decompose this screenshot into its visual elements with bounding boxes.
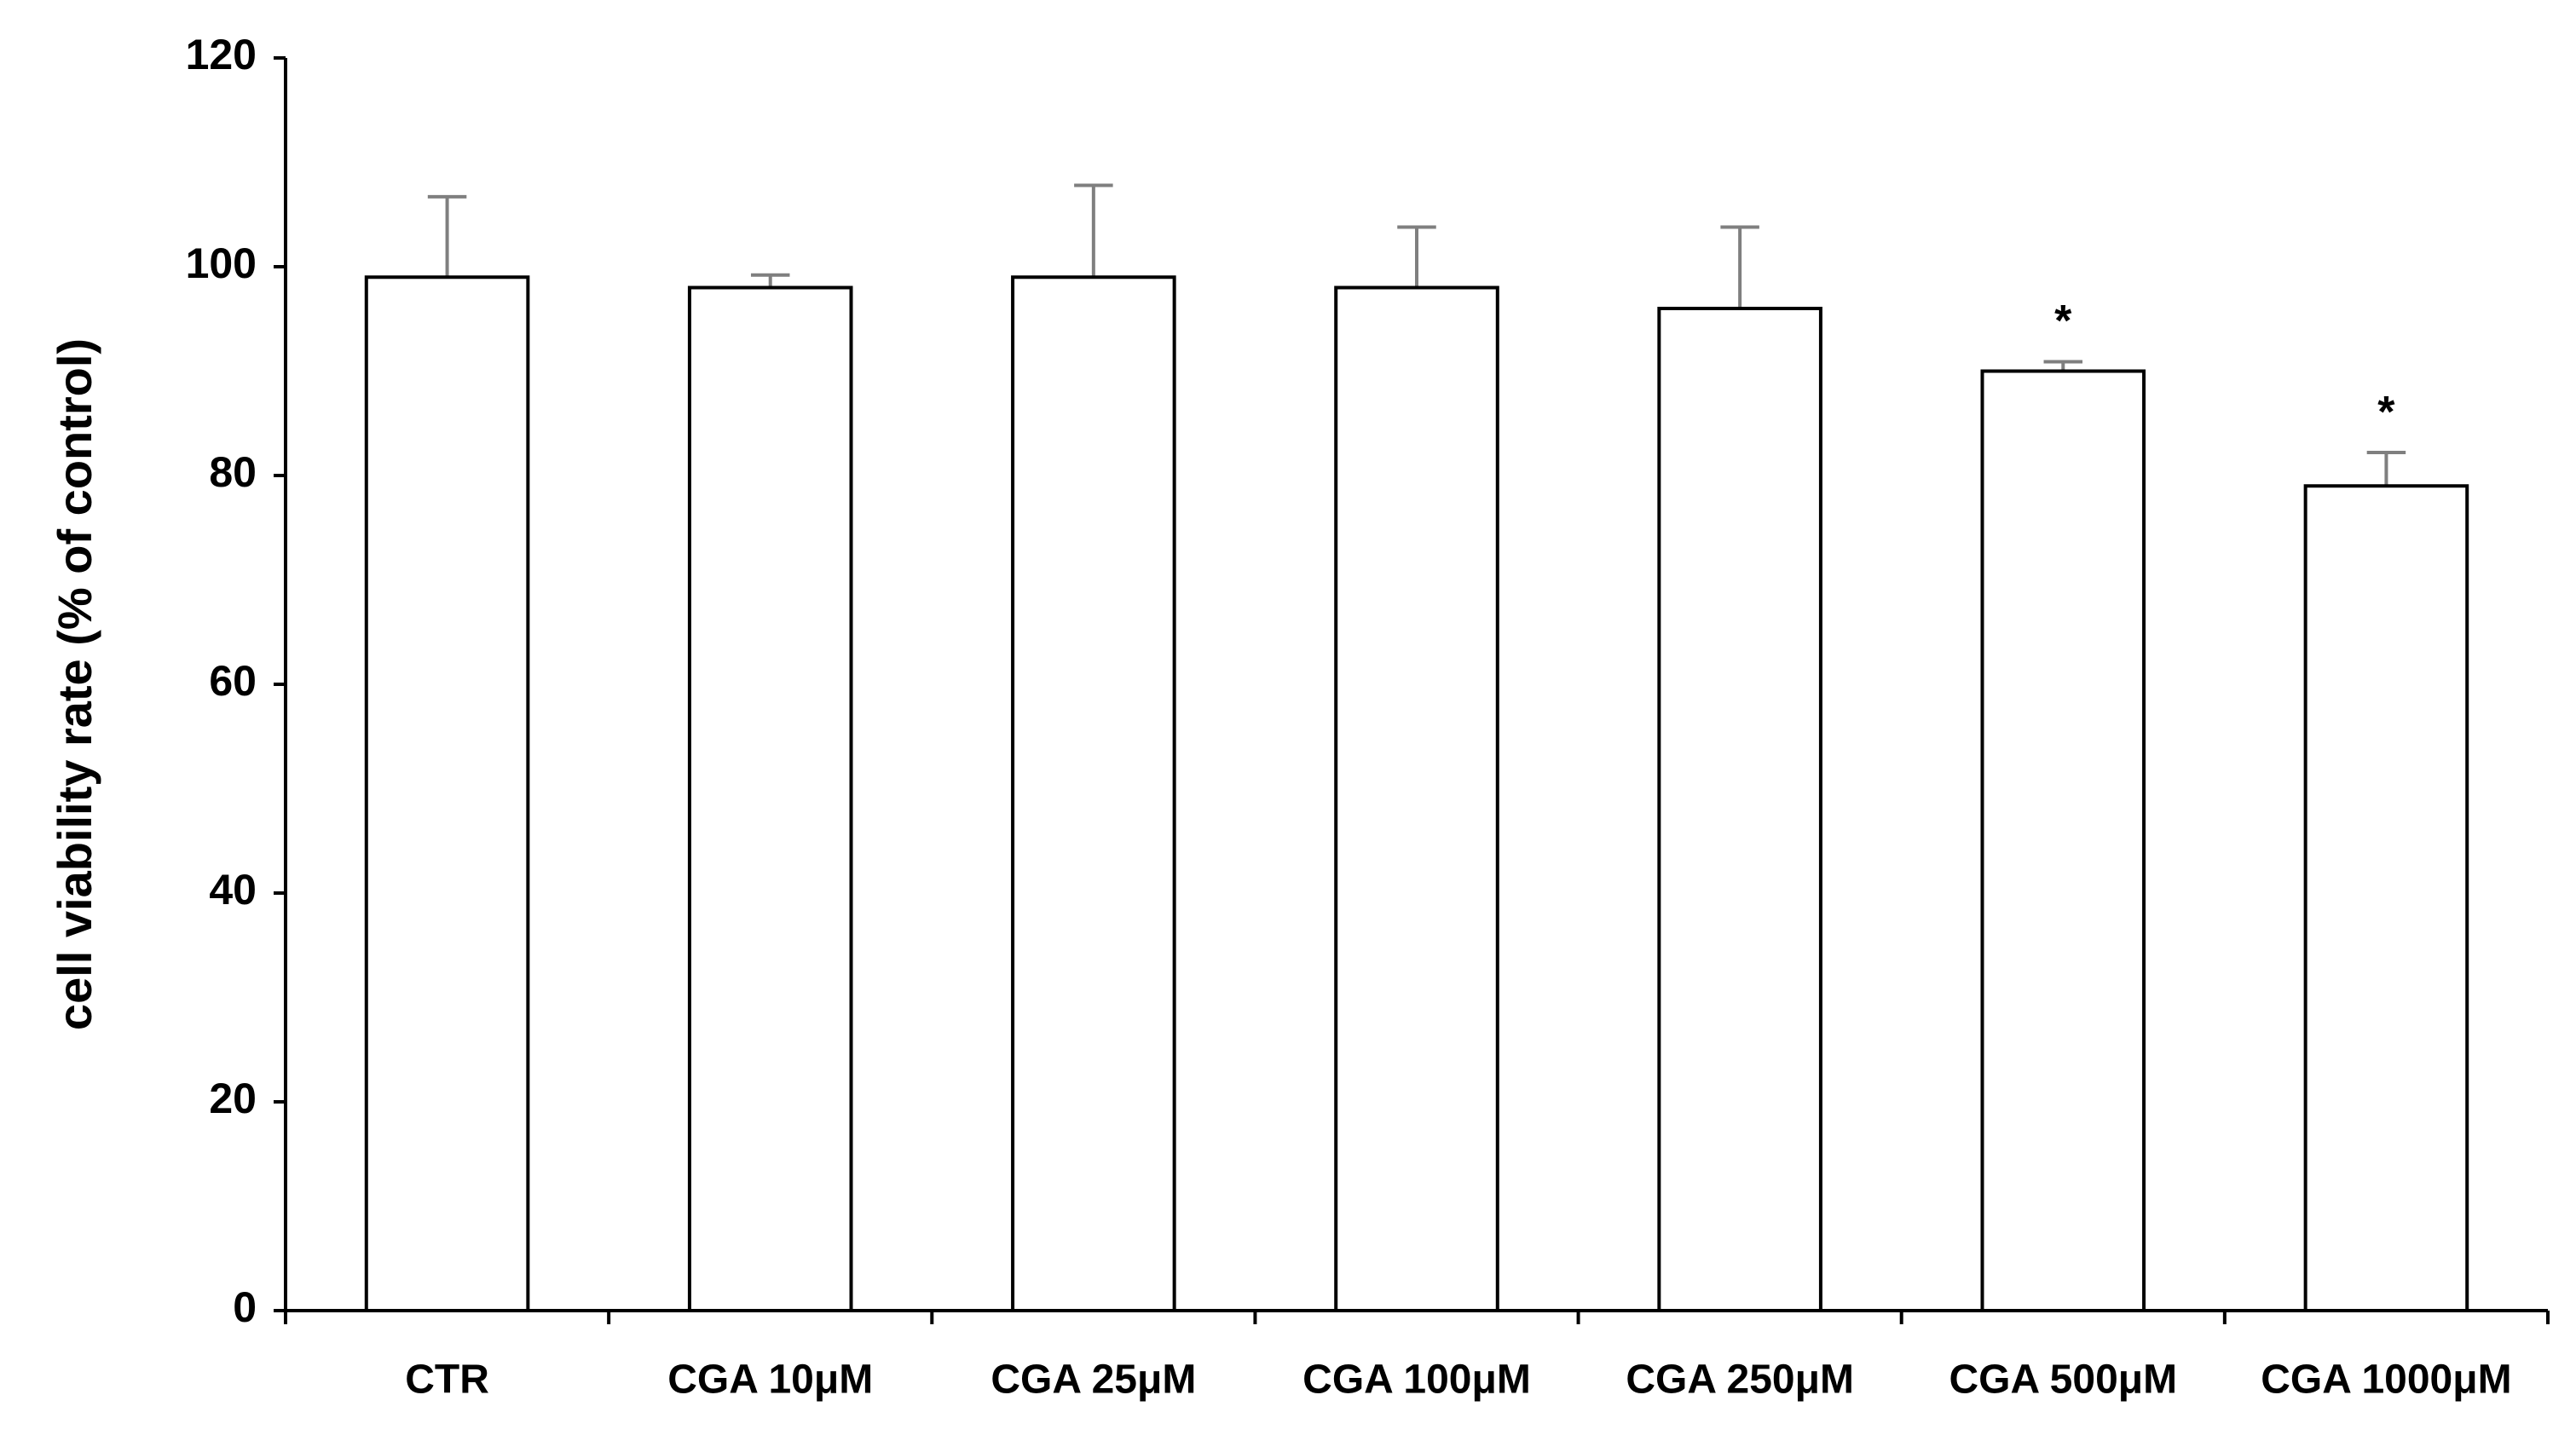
- y-tick-label: 40: [209, 866, 257, 914]
- bar: [687, 285, 853, 1312]
- significance-mark: *: [2377, 388, 2395, 437]
- x-tick-label: CTR: [405, 1357, 489, 1403]
- y-tick-label: 120: [186, 31, 257, 78]
- x-tick-label: CGA 100μM: [1302, 1357, 1531, 1403]
- bar: [1334, 285, 1499, 1312]
- significance-mark: *: [2054, 297, 2072, 346]
- y-tick-label: 60: [209, 657, 257, 705]
- bar: [2303, 484, 2469, 1312]
- x-tick-label: CGA 250μM: [1626, 1357, 1854, 1403]
- y-axis-title: cell viability rate (% of control): [48, 338, 101, 1030]
- bar: [1657, 307, 1822, 1312]
- bar: [1980, 369, 2146, 1312]
- y-tick-label: 100: [186, 239, 257, 287]
- x-tick-label: CGA 10μM: [667, 1357, 873, 1403]
- x-tick-label: CGA 1000μM: [2261, 1357, 2511, 1403]
- bar: [1011, 275, 1176, 1312]
- x-tick-label: CGA 500μM: [1949, 1357, 2177, 1403]
- bar: [364, 275, 530, 1312]
- y-tick-label: 0: [233, 1283, 257, 1331]
- y-tick-label: 80: [209, 448, 257, 496]
- x-tick-label: CGA 25μM: [991, 1357, 1196, 1403]
- y-tick-label: 20: [209, 1075, 257, 1122]
